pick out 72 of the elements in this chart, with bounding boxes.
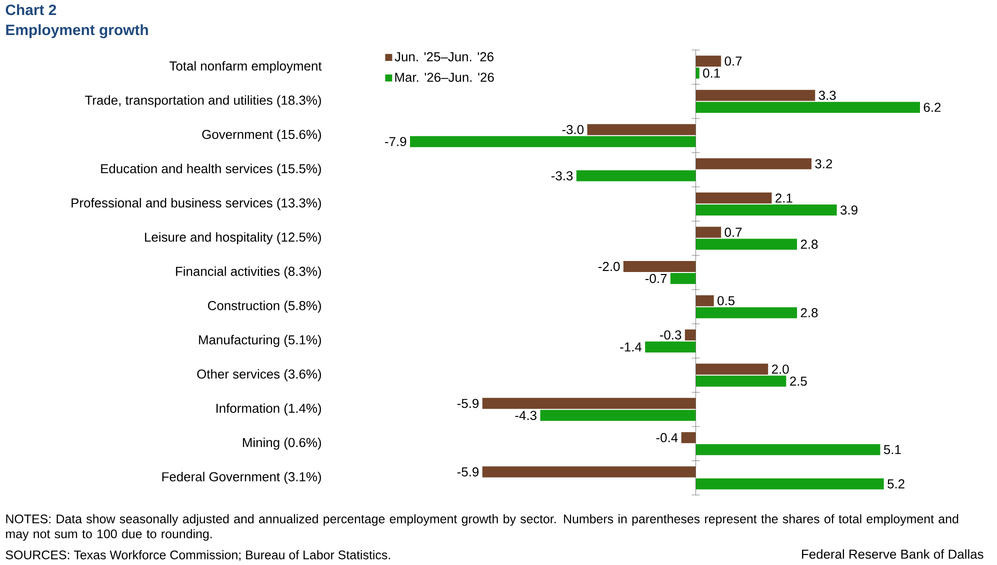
bar bbox=[696, 478, 884, 490]
bar bbox=[696, 102, 920, 113]
bar bbox=[576, 170, 696, 182]
bar bbox=[684, 329, 696, 340]
data-label: 5.1 bbox=[884, 445, 901, 454]
bar bbox=[482, 466, 696, 478]
data-label: -2.0 bbox=[598, 262, 620, 272]
data-label: -3.0 bbox=[562, 124, 584, 134]
data-label: 3.9 bbox=[840, 205, 858, 215]
bar bbox=[696, 295, 714, 306]
data-label: -3.3 bbox=[551, 171, 573, 180]
data-label: -1.4 bbox=[620, 342, 642, 352]
bar bbox=[696, 90, 816, 101]
bar bbox=[696, 158, 812, 170]
text: NOTES: Data show seasonally adjusted and annualized percentage employment growth by sector. Numbers in parentheses represent the shares of total employment and may not sum to 100 due to rounding. bbox=[6, 514, 958, 541]
data-label: 3.3 bbox=[818, 90, 836, 100]
y-tick-label: Financial activities (8.3%) bbox=[176, 266, 321, 279]
bar bbox=[587, 124, 696, 136]
data-label: -5.9 bbox=[457, 398, 479, 408]
data-label: 2.8 bbox=[800, 240, 818, 249]
y-tick-label: Manufacturing (5.1%) bbox=[199, 334, 321, 347]
y-tick-label: Government (15.6%) bbox=[202, 130, 321, 142]
y-tick-label: Construction (5.8%) bbox=[208, 300, 321, 313]
data-label: 2.1 bbox=[776, 194, 792, 203]
data-label: 5.2 bbox=[888, 479, 904, 488]
data-label: -0.4 bbox=[656, 433, 678, 442]
bar bbox=[681, 432, 696, 444]
data-label: 2.0 bbox=[772, 364, 789, 374]
bar bbox=[696, 238, 798, 250]
text: Chart 2 bbox=[6, 4, 56, 16]
data-label: 0.7 bbox=[724, 228, 742, 237]
y-tick-label: Trade, transportation and utilities (18.3%) bbox=[85, 95, 321, 108]
data-label: 2.8 bbox=[800, 308, 818, 318]
bar bbox=[540, 410, 696, 421]
y-tick-label: Professional and business services (13.3%) bbox=[72, 198, 321, 210]
bar bbox=[482, 398, 696, 409]
bar bbox=[623, 260, 696, 272]
data-label: -7.9 bbox=[385, 136, 406, 146]
y-tick-label: Information (1.4%) bbox=[216, 403, 321, 416]
bar bbox=[696, 444, 880, 456]
bar bbox=[410, 136, 696, 148]
bar bbox=[670, 272, 696, 284]
text: Employment growth bbox=[6, 24, 148, 38]
bar bbox=[696, 307, 798, 318]
y-tick-label: Mining (0.6%) bbox=[242, 438, 321, 450]
bar bbox=[696, 56, 722, 67]
bar bbox=[696, 192, 772, 204]
data-label: 2.5 bbox=[790, 376, 807, 386]
y-tick-label: Education and health services (15.5%) bbox=[101, 164, 321, 176]
legend-label: Jun. '25–Jun. '26 bbox=[394, 52, 494, 62]
bar bbox=[645, 341, 696, 352]
bar bbox=[696, 204, 837, 216]
data-label: -4.3 bbox=[515, 410, 536, 420]
data-label: 6.2 bbox=[924, 102, 941, 112]
legend-label: Mar. '26–Jun. '26 bbox=[395, 72, 494, 82]
y-tick-label: Other services (3.6%) bbox=[197, 369, 321, 382]
data-label: 0.7 bbox=[724, 56, 742, 66]
data-label: -5.9 bbox=[457, 467, 479, 476]
data-label: -0.3 bbox=[660, 330, 682, 340]
bar bbox=[696, 68, 700, 79]
data-label: 3.2 bbox=[815, 159, 832, 168]
bar bbox=[696, 376, 786, 387]
bar bbox=[696, 226, 722, 238]
text: Federal Reserve Bank of Dallas bbox=[802, 549, 984, 559]
data-label: 0.1 bbox=[703, 68, 720, 78]
y-tick-label: Federal Government (3.1%) bbox=[162, 472, 321, 484]
bar bbox=[696, 364, 768, 375]
y-tick-label: Leisure and hospitality (12.5%) bbox=[145, 232, 321, 244]
data-label: 0.5 bbox=[718, 296, 734, 306]
y-tick-label: Total nonfarm employment bbox=[169, 61, 322, 74]
source-note: SOURCES: Texas Workforce Commission; Bureau of Labor Statistics. bbox=[6, 550, 390, 561]
data-label: -0.7 bbox=[645, 274, 667, 284]
